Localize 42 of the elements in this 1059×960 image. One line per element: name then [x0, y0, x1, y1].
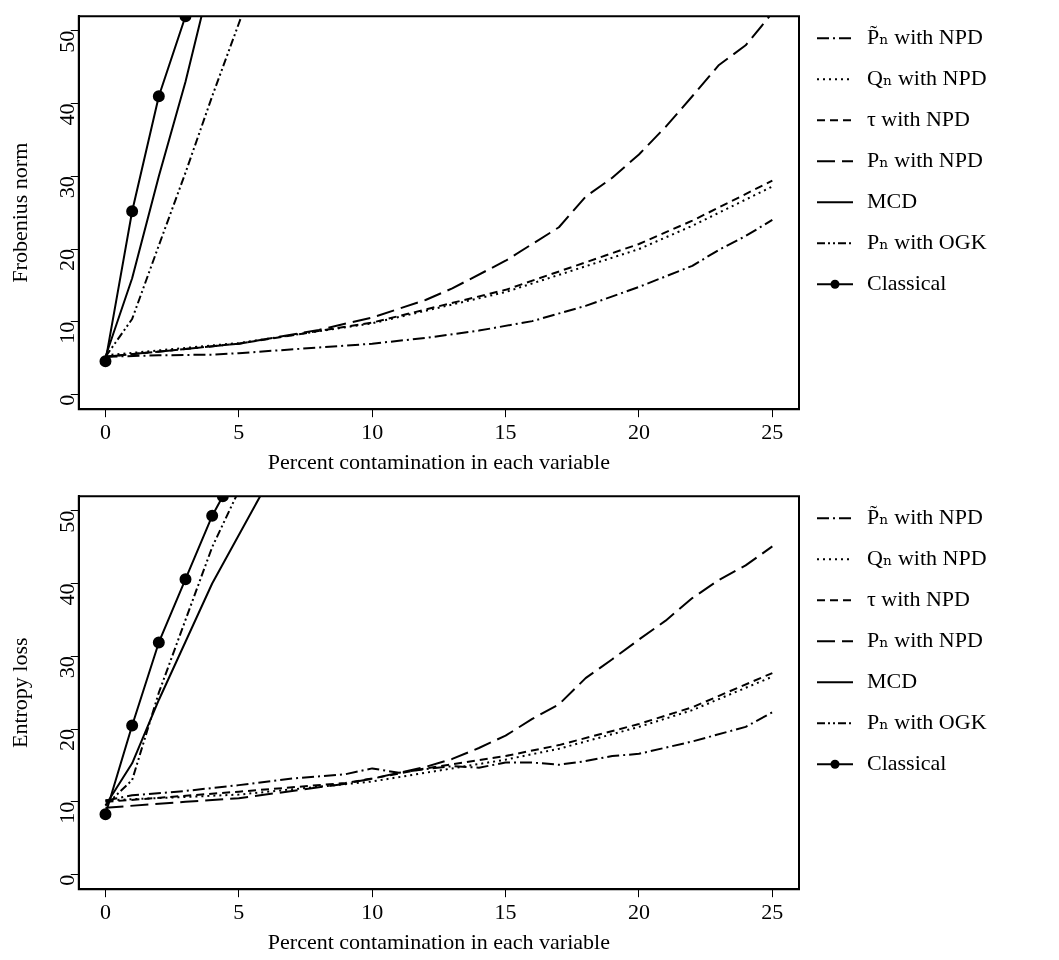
x-tick-label: 15	[494, 899, 517, 925]
y-tick-label: 30	[53, 656, 79, 679]
y-tick-label: 40	[53, 103, 79, 126]
y-tick-label: 50	[53, 30, 79, 53]
x-tick-label: 10	[361, 419, 384, 445]
legend-label: P̃ₙ with NPD	[867, 503, 983, 529]
x-axis-title: Percent contamination in each variable	[267, 928, 610, 954]
y-axis-title: Entropy loss	[6, 637, 32, 749]
y-tick-label: 20	[53, 729, 79, 752]
y-tick-label: 20	[53, 249, 79, 272]
y-tick-label: 30	[53, 176, 79, 199]
x-tick-label: 15	[494, 419, 517, 445]
y-tick-label: 50	[53, 510, 79, 533]
y-tick-label: 0	[53, 874, 79, 886]
x-tick-label: 5	[233, 419, 245, 445]
legend-label: τ with NPD	[867, 585, 970, 611]
y-tick-label: 40	[53, 583, 79, 606]
x-tick-label: 0	[99, 419, 111, 445]
legend-label: MCD	[867, 187, 918, 213]
y-tick-label: 10	[53, 321, 79, 344]
y-axis-title: Frobenius norm	[6, 142, 32, 283]
x-tick-label: 5	[233, 899, 245, 925]
y-tick-label: 10	[53, 801, 79, 824]
legend-label: Classical	[867, 749, 947, 775]
legend-label: Qₙ with NPD	[867, 544, 987, 570]
x-tick-label: 25	[761, 899, 784, 925]
legend-label: τ with NPD	[867, 105, 970, 131]
x-tick-label: 20	[627, 899, 650, 925]
legend-label: Qₙ with NPD	[867, 64, 987, 90]
x-tick-label: 20	[627, 419, 650, 445]
legend-label: MCD	[867, 667, 918, 693]
legend-label: Pₙ with OGK	[867, 228, 987, 254]
legend-label: P̃ₙ with NPD	[867, 23, 983, 49]
legend-label: Classical	[867, 269, 947, 295]
legend-label: Pₙ with NPD	[867, 626, 983, 652]
x-tick-label: 25	[761, 419, 784, 445]
x-tick-label: 0	[99, 899, 111, 925]
legend-label: Pₙ with OGK	[867, 708, 987, 734]
legend-label: Pₙ with NPD	[867, 146, 983, 172]
x-tick-label: 10	[361, 899, 384, 925]
x-axis-title: Percent contamination in each variable	[267, 448, 610, 474]
y-tick-label: 0	[53, 394, 79, 406]
